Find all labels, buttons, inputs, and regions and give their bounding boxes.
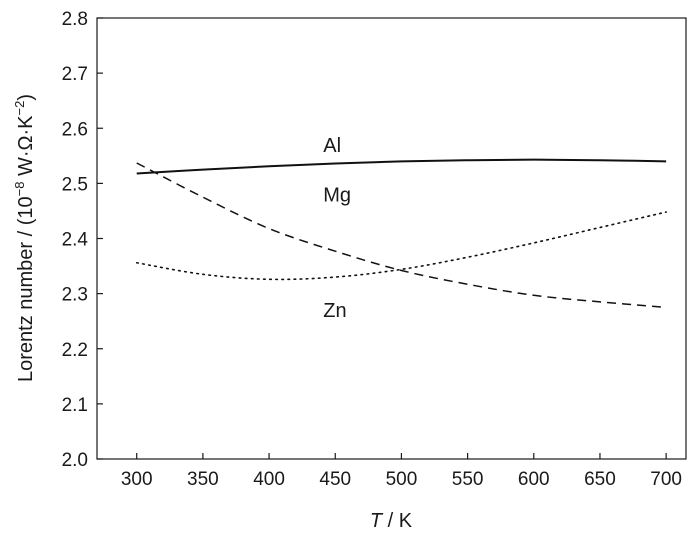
x-tick-label: 550 bbox=[452, 469, 484, 490]
y-tick-label: 2.2 bbox=[62, 340, 88, 361]
y-axis-title: Lorentz number / (10−8 W·Ω·K−2) bbox=[12, 94, 37, 382]
y-tick-label: 2.1 bbox=[62, 395, 88, 416]
plot-frame bbox=[96, 17, 687, 460]
y-tick-label: 2.4 bbox=[62, 230, 89, 251]
series-label-zn: Zn bbox=[323, 300, 346, 322]
y-tick-label: 2.0 bbox=[62, 450, 88, 471]
x-tick-label: 350 bbox=[187, 469, 219, 490]
y-axis-title-exp1: −8 bbox=[12, 182, 27, 197]
y-axis-title-main: Lorentz number / (10 bbox=[15, 196, 37, 382]
y-axis-title-end: ) bbox=[15, 94, 37, 101]
x-axis-title-unit: / K bbox=[382, 510, 413, 532]
y-axis-title-exp2: −2 bbox=[12, 101, 27, 116]
y-tick-label: 2.3 bbox=[62, 285, 88, 306]
x-tick-label: 400 bbox=[253, 469, 285, 490]
y-axis-title-mid: W·Ω·K bbox=[15, 115, 37, 182]
x-tick-label: 450 bbox=[319, 469, 351, 490]
y-tick-label: 2.7 bbox=[62, 64, 88, 85]
x-tick-label: 300 bbox=[121, 469, 153, 490]
y-tick-label: 2.8 bbox=[62, 9, 88, 30]
x-tick-label: 600 bbox=[518, 469, 550, 490]
y-tick-label: 2.6 bbox=[62, 119, 88, 140]
x-axis-title-symbol: T bbox=[370, 510, 384, 532]
y-tick-label: 2.5 bbox=[62, 174, 88, 195]
x-tick-label: 650 bbox=[584, 469, 616, 490]
series-labels: Al Mg Zn bbox=[323, 135, 351, 322]
x-tick-label: 500 bbox=[386, 469, 418, 490]
series-line-al bbox=[136, 158, 667, 175]
series-label-al: Al bbox=[323, 135, 341, 157]
series-label-mg: Mg bbox=[323, 184, 351, 206]
x-axis-title: T / K bbox=[370, 510, 413, 532]
series-line-mg bbox=[136, 162, 667, 309]
x-tick-label: 700 bbox=[650, 469, 682, 490]
series-line-zn bbox=[135, 211, 667, 281]
axis-ticks: 300 350 400 450 500 550 600 650 700 2.0 2.1 2.2 2.3 2… bbox=[62, 9, 682, 490]
data-series bbox=[135, 158, 667, 309]
